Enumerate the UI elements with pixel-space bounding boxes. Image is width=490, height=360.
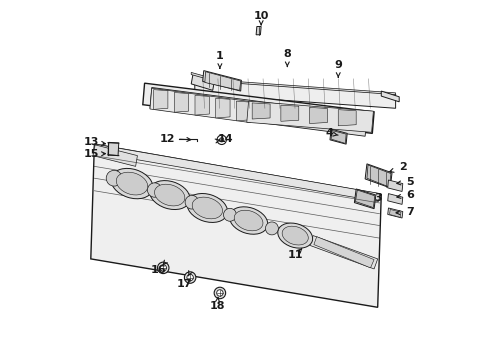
Polygon shape bbox=[203, 71, 242, 91]
Polygon shape bbox=[191, 74, 215, 90]
Circle shape bbox=[184, 272, 196, 283]
Text: 10: 10 bbox=[253, 11, 269, 21]
Text: 13: 13 bbox=[84, 138, 99, 147]
Polygon shape bbox=[91, 144, 381, 307]
Polygon shape bbox=[237, 101, 251, 121]
Polygon shape bbox=[388, 194, 403, 204]
Circle shape bbox=[147, 183, 162, 197]
Circle shape bbox=[214, 287, 225, 299]
Polygon shape bbox=[365, 164, 392, 188]
Circle shape bbox=[160, 265, 167, 271]
Polygon shape bbox=[354, 189, 376, 209]
Circle shape bbox=[185, 195, 199, 209]
Ellipse shape bbox=[111, 168, 153, 199]
Ellipse shape bbox=[116, 172, 148, 195]
Circle shape bbox=[223, 208, 236, 221]
Polygon shape bbox=[381, 91, 399, 102]
Text: 2: 2 bbox=[399, 162, 407, 172]
Polygon shape bbox=[388, 180, 403, 192]
Circle shape bbox=[106, 170, 122, 186]
Polygon shape bbox=[331, 131, 346, 143]
Text: 3: 3 bbox=[374, 193, 382, 203]
Text: 11: 11 bbox=[288, 250, 303, 260]
Text: 4: 4 bbox=[325, 129, 333, 138]
Text: 17: 17 bbox=[177, 279, 193, 289]
Text: 12: 12 bbox=[160, 134, 175, 144]
Circle shape bbox=[220, 138, 224, 142]
Text: 15: 15 bbox=[84, 149, 99, 159]
Circle shape bbox=[157, 262, 169, 274]
Ellipse shape bbox=[192, 197, 222, 219]
Text: 7: 7 bbox=[406, 207, 414, 217]
Polygon shape bbox=[195, 95, 209, 115]
Polygon shape bbox=[252, 103, 270, 119]
Ellipse shape bbox=[234, 210, 263, 231]
Circle shape bbox=[217, 135, 226, 144]
Polygon shape bbox=[216, 98, 230, 118]
Polygon shape bbox=[390, 210, 401, 217]
Polygon shape bbox=[355, 190, 375, 208]
Text: 8: 8 bbox=[283, 49, 291, 59]
Polygon shape bbox=[205, 72, 241, 90]
Circle shape bbox=[187, 274, 194, 281]
Polygon shape bbox=[108, 142, 119, 156]
Polygon shape bbox=[367, 165, 391, 187]
Polygon shape bbox=[195, 78, 395, 95]
Polygon shape bbox=[388, 208, 403, 218]
Polygon shape bbox=[281, 105, 299, 121]
Polygon shape bbox=[191, 72, 215, 81]
Ellipse shape bbox=[149, 181, 190, 210]
Polygon shape bbox=[310, 107, 327, 123]
Ellipse shape bbox=[154, 184, 185, 206]
Circle shape bbox=[217, 290, 223, 296]
Ellipse shape bbox=[278, 223, 313, 248]
Text: 1: 1 bbox=[216, 51, 224, 61]
Polygon shape bbox=[338, 110, 356, 126]
Text: 9: 9 bbox=[334, 60, 342, 70]
Text: 14: 14 bbox=[218, 134, 233, 144]
Polygon shape bbox=[150, 88, 252, 123]
Polygon shape bbox=[150, 87, 367, 136]
Ellipse shape bbox=[229, 207, 268, 234]
Polygon shape bbox=[247, 101, 373, 132]
Polygon shape bbox=[153, 90, 168, 109]
Polygon shape bbox=[314, 237, 374, 268]
Polygon shape bbox=[93, 144, 381, 202]
Text: 5: 5 bbox=[406, 177, 414, 187]
Text: 6: 6 bbox=[406, 190, 414, 200]
Polygon shape bbox=[256, 27, 261, 35]
Text: 16: 16 bbox=[150, 265, 166, 275]
Polygon shape bbox=[174, 93, 189, 112]
Polygon shape bbox=[330, 129, 347, 144]
Polygon shape bbox=[143, 83, 374, 134]
Ellipse shape bbox=[187, 194, 227, 222]
Polygon shape bbox=[310, 235, 378, 269]
Text: 18: 18 bbox=[209, 301, 225, 311]
Ellipse shape bbox=[282, 226, 308, 245]
Polygon shape bbox=[93, 145, 137, 166]
Polygon shape bbox=[195, 80, 395, 108]
Circle shape bbox=[266, 222, 278, 235]
